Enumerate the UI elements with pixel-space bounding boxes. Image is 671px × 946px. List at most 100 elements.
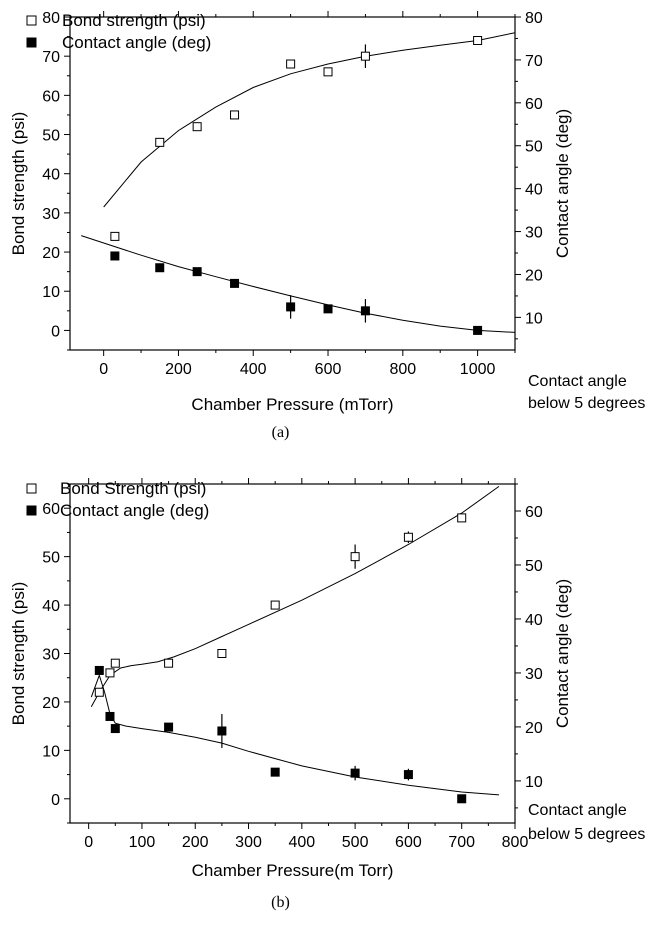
y-tick-label: 50 — [42, 550, 60, 567]
y-tick-label: 70 — [42, 49, 60, 66]
y-tick-label: 50 — [42, 128, 60, 145]
contact-angle-note: below 5 degrees — [528, 395, 645, 412]
y2-tick-label: 70 — [525, 53, 543, 70]
x-tick-label: 600 — [315, 361, 342, 378]
y-axis-label: Bond strength (psi) — [9, 582, 28, 726]
x-tick-label: 600 — [395, 834, 422, 851]
contact-angle-point — [164, 722, 174, 732]
y-tick-label: 40 — [42, 598, 60, 615]
x-tick-label: 200 — [165, 361, 192, 378]
contact-angle-point — [110, 724, 120, 734]
contact-angle-point — [457, 794, 467, 804]
y-tick-label: 10 — [42, 743, 60, 760]
y-tick-label: 60 — [42, 501, 60, 518]
panel-b: 0 100 200 300 400 500 600 700 800 0 10 20 30 40 50 60 10… — [9, 478, 645, 911]
bond-strength-point — [403, 532, 413, 542]
legend-marker — [26, 483, 37, 494]
x-tick-label: 1000 — [460, 361, 496, 378]
fit-curve-1 — [90, 485, 500, 708]
y2-tick-label: 10 — [525, 310, 543, 327]
contact-angle-point — [94, 665, 104, 675]
y2-tick-label: 60 — [525, 504, 543, 521]
bond-strength-point — [110, 231, 120, 241]
fit-curve-1 — [103, 32, 516, 208]
contact-angle-note: Contact angle — [528, 373, 627, 390]
panel-caption: (a) — [272, 424, 290, 441]
y2-tick-label: 50 — [525, 139, 543, 156]
bond-strength-point — [360, 51, 370, 61]
contact-angle-point — [323, 304, 333, 314]
y-tick-label: 40 — [42, 167, 60, 184]
x-tick-label: 700 — [448, 834, 475, 851]
x-tick-label: 400 — [240, 361, 267, 378]
bond-strength-point — [164, 658, 174, 668]
bond-strength-point — [350, 552, 360, 562]
legend-label: Contact angle (deg) — [60, 501, 209, 520]
y2-tick-label: 40 — [525, 612, 543, 629]
panel-caption: (b) — [271, 894, 290, 911]
legend-label: Bond strength (psi) — [62, 11, 206, 30]
bond-strength-point — [323, 67, 333, 77]
fit-curve-2 — [81, 235, 516, 333]
bond-strength-point — [217, 649, 227, 658]
contact-angle-point — [155, 263, 165, 273]
y2-axis-label: Contact angle (deg) — [553, 579, 572, 728]
contact-angle-point — [105, 711, 115, 721]
bond-strength-point — [230, 110, 240, 120]
y-tick-label: 20 — [42, 245, 60, 262]
contact-angle-note: Contact angle — [528, 802, 627, 819]
y-tick-label: 30 — [42, 206, 60, 223]
x-axis-label: Chamber Pressure(m Torr) — [192, 861, 394, 880]
legend-marker — [26, 505, 37, 516]
contact-angle-point — [217, 726, 227, 736]
contact-angle-point — [403, 770, 413, 780]
y-axis-label: Bond strength (psi) — [9, 112, 28, 256]
legend-marker — [26, 37, 37, 48]
y2-tick-label: 30 — [525, 666, 543, 683]
y2-tick-label: 80 — [525, 10, 543, 27]
contact-angle-point — [110, 251, 120, 261]
bond-strength-point — [105, 668, 115, 678]
y-tick-label: 30 — [42, 647, 60, 664]
legend-label: Contact angle (deg) — [62, 33, 211, 52]
contact-angle-point — [360, 306, 370, 316]
x-tick-label: 800 — [502, 834, 529, 851]
panel-a: 0 200 400 600 800 1000 0 10 20 30 40 50 60 70 80 10 20 30… — [9, 10, 645, 441]
bond-strength-point — [110, 658, 120, 668]
contact-angle-note: below 5 degrees — [528, 826, 645, 843]
x-tick-label: 800 — [389, 361, 416, 378]
plot-frame — [69, 16, 516, 351]
bond-strength-point — [457, 513, 467, 523]
legend-marker — [26, 15, 37, 26]
y2-tick-label: 50 — [525, 558, 543, 575]
x-tick-label: 400 — [288, 834, 315, 851]
x-tick-label: 500 — [342, 834, 369, 851]
y2-tick-label: 60 — [525, 96, 543, 113]
contact-angle-point — [350, 768, 360, 778]
y-tick-label: 0 — [51, 323, 60, 340]
y-tick-label: 10 — [42, 284, 60, 301]
y-tick-label: 60 — [42, 88, 60, 105]
contact-angle-point — [192, 267, 202, 277]
fit-curve-2 — [90, 673, 500, 796]
bond-strength-point — [473, 36, 483, 46]
bond-strength-point — [155, 137, 165, 147]
bond-strength-point — [270, 600, 280, 610]
y-tick-label: 0 — [51, 792, 60, 809]
x-tick-label: 0 — [99, 361, 108, 378]
y2-tick-label: 30 — [525, 225, 543, 242]
x-tick-label: 100 — [129, 834, 156, 851]
x-axis-label: Chamber Pressure (mTorr) — [191, 395, 393, 414]
y-tick-label: 20 — [42, 695, 60, 712]
x-tick-label: 300 — [235, 834, 262, 851]
y2-axis-label: Contact angle (deg) — [553, 109, 572, 258]
bond-strength-point — [286, 59, 296, 69]
contact-angle-point — [473, 325, 483, 335]
plot-frame — [69, 483, 516, 824]
contact-angle-point — [286, 302, 296, 312]
contact-angle-point — [230, 278, 240, 288]
x-tick-label: 200 — [182, 834, 209, 851]
y-tick-label: 80 — [42, 10, 60, 27]
y2-tick-label: 40 — [525, 182, 543, 199]
